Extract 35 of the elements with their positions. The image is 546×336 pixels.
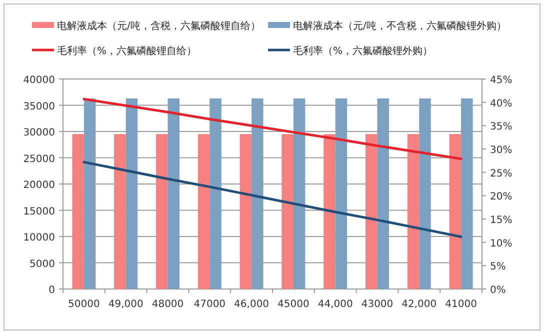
y2-tick-label: 40% [490,98,512,110]
legend-label: 电解液成本（元/吨，不含税，六氟磷酸锂外购） [293,20,506,32]
y2-tick-label: 10% [490,238,512,250]
y-tick-label: 30000 [23,128,55,138]
x-tick-label: 41000 [445,299,477,310]
x-tick-label: 46,000 [234,299,270,310]
legend-label: 电解液成本（元/吨，含税，六氟磷酸锂自给） [57,20,260,32]
y-tick-label: 25000 [23,154,55,165]
y-tick-label: 35000 [23,101,55,112]
y2-tick-label: 45% [490,75,512,86]
y2-tick-label: 35% [490,122,512,133]
x-tick-label: 43000 [361,299,394,310]
x-tick-label: 47000 [194,299,226,310]
y2-tick-label: 15% [490,215,512,226]
x-tick-label: 49,000 [108,299,144,310]
x-tick-label: 44,000 [318,299,353,310]
y-tick-label: 15000 [23,206,55,218]
y2-tick-label: 20% [490,192,512,203]
x-tick-label: 45000 [278,299,310,310]
y-tick-label: 10000 [23,232,55,244]
y-tick-label: 5000 [30,258,55,270]
line-series [82,98,462,160]
y2-tick-label: 25% [490,168,512,180]
legend-label: 毛利率（%，六氟磷酸锂外购） [293,45,433,57]
y-tick-label: 0 [48,285,55,296]
x-tick-label: 50000 [68,299,100,310]
line-series [82,160,462,238]
y2-tick-label: 30% [490,145,512,156]
y2-tick-label: 0% [490,285,506,296]
y-tick-label: 40000 [23,75,55,86]
x-tick-label: 42,000 [402,299,437,310]
x-tick-label: 48000 [152,299,184,310]
y2-tick-label: 5% [490,262,506,273]
y-tick-label: 20000 [23,180,55,191]
legend-label: 毛利率（%，六氟磷酸锂自给） [57,45,197,57]
